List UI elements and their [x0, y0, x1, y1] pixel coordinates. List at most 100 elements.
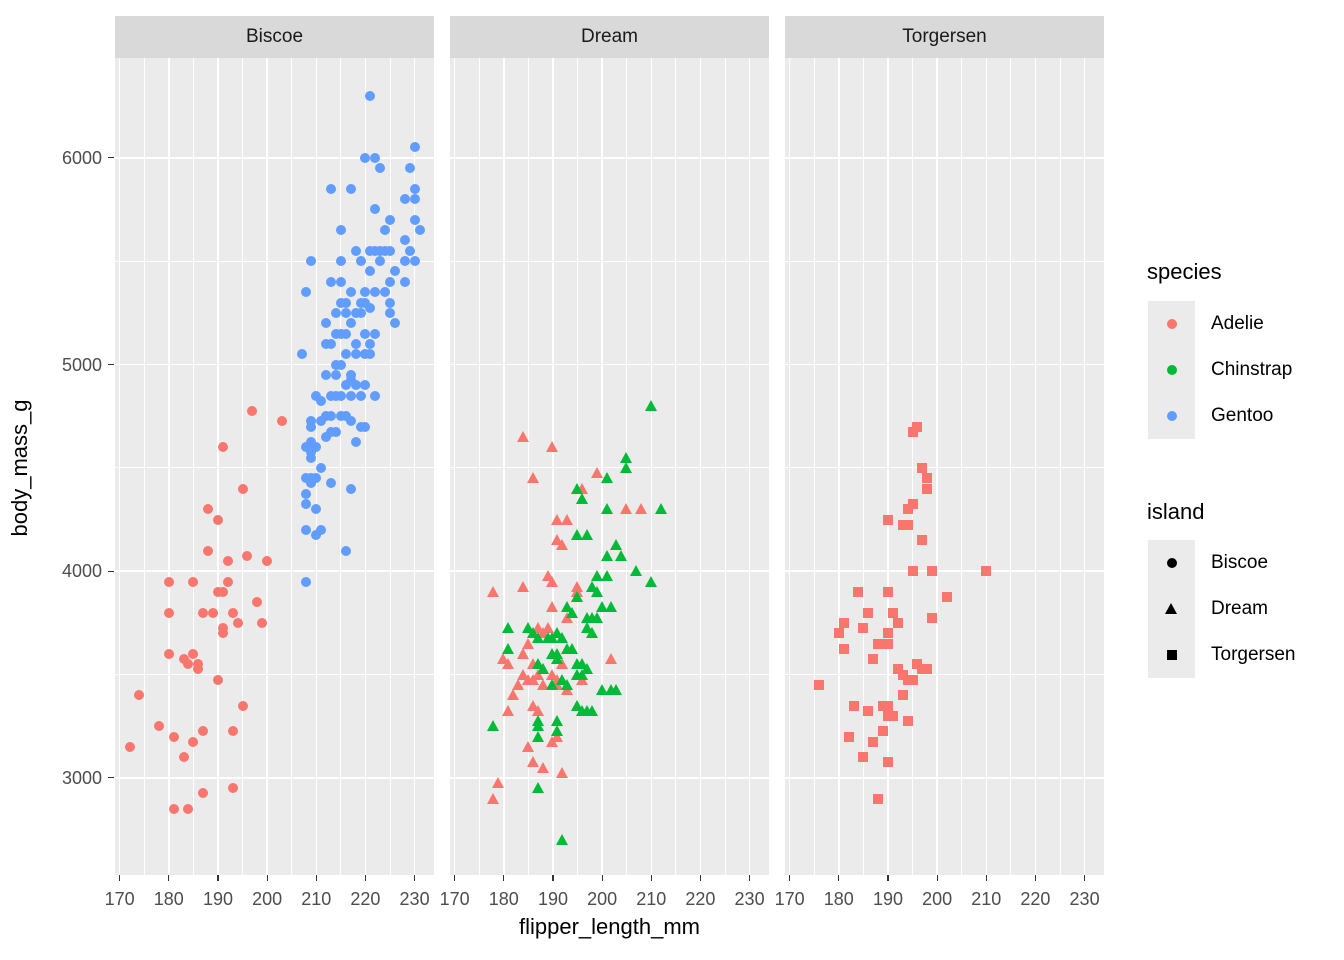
gridline-minor-h — [785, 260, 1104, 262]
gridline-major-v — [503, 58, 505, 875]
data-point-chinstrap — [600, 503, 613, 515]
x-tick-mark — [789, 875, 791, 881]
data-point-gentoo — [350, 245, 361, 256]
x-tick-mark — [887, 875, 889, 881]
data-point-gentoo — [326, 411, 337, 422]
data-point-gentoo — [360, 297, 371, 308]
data-point-chinstrap — [620, 461, 633, 473]
data-point-adelie — [882, 700, 893, 711]
data-point-adelie — [507, 689, 520, 701]
data-point-adelie — [212, 674, 223, 685]
data-point-gentoo — [335, 276, 346, 287]
data-point-chinstrap — [585, 627, 598, 639]
data-point-chinstrap — [502, 642, 515, 654]
data-point-chinstrap — [487, 720, 500, 732]
x-tick-mark — [454, 875, 456, 881]
data-point-chinstrap — [556, 632, 569, 644]
data-point-chinstrap — [590, 611, 603, 623]
data-point-chinstrap — [644, 575, 657, 587]
data-point-gentoo — [301, 442, 312, 453]
x-tick-mark — [119, 875, 121, 881]
data-point-gentoo — [306, 447, 317, 458]
data-point-adelie — [922, 664, 933, 675]
data-point-gentoo — [409, 142, 420, 153]
data-point-adelie — [492, 777, 505, 789]
gridline-major-v — [453, 58, 456, 875]
x-tick-mark — [217, 875, 219, 881]
data-point-adelie — [620, 503, 633, 515]
data-point-adelie — [188, 648, 199, 659]
gridline-major-v — [601, 58, 603, 875]
data-point-gentoo — [404, 245, 415, 256]
data-point-adelie — [892, 664, 903, 675]
x-tick-label: 200 — [922, 889, 953, 909]
data-point-gentoo — [345, 390, 356, 401]
gridline-major-v — [887, 58, 889, 875]
data-point-adelie — [178, 752, 189, 763]
data-point-adelie — [907, 674, 918, 685]
gridline-major-v — [650, 58, 653, 875]
x-tick-mark — [699, 875, 702, 881]
data-point-gentoo — [365, 338, 376, 349]
facet-strip: Torgersen — [785, 16, 1104, 58]
data-point-gentoo — [414, 225, 425, 236]
y-tick-label: 3000 — [61, 767, 102, 788]
data-point-adelie — [902, 519, 913, 530]
data-point-adelie — [262, 555, 273, 566]
gridline-major-v — [217, 58, 219, 875]
data-point-gentoo — [345, 416, 356, 427]
x-tick-mark — [1083, 875, 1086, 881]
data-point-chinstrap — [571, 529, 584, 540]
gridline-minor-h — [785, 467, 1104, 469]
y-tick-mark — [108, 157, 114, 159]
data-point-gentoo — [355, 390, 366, 401]
gridline-minor-v — [478, 58, 480, 875]
data-point-gentoo — [311, 530, 322, 540]
facet-strip: Biscoe — [115, 16, 434, 58]
data-point-adelie — [163, 576, 174, 587]
data-point-gentoo — [330, 426, 341, 437]
gridline-major-h — [115, 570, 434, 572]
x-tick-mark — [748, 875, 751, 881]
data-point-gentoo — [330, 369, 341, 380]
facet-panel — [785, 58, 1104, 875]
gridline-minor-v — [389, 58, 391, 875]
data-point-chinstrap — [585, 704, 598, 716]
data-point-adelie — [227, 783, 238, 794]
data-point-adelie — [838, 643, 849, 654]
data-point-adelie — [863, 705, 874, 716]
data-point-gentoo — [360, 380, 371, 391]
data-point-gentoo — [360, 287, 371, 298]
data-point-adelie — [516, 647, 529, 659]
data-point-chinstrap — [610, 684, 623, 696]
x-tick-mark — [601, 875, 603, 881]
x-tick-mark — [1034, 875, 1037, 881]
data-point-gentoo — [355, 256, 366, 267]
data-point-adelie — [833, 628, 844, 639]
data-point-gentoo — [399, 235, 410, 246]
data-point-adelie — [922, 473, 933, 484]
data-point-gentoo — [365, 266, 376, 277]
data-point-adelie — [188, 576, 199, 587]
data-point-gentoo — [316, 462, 327, 473]
data-point-adelie — [168, 803, 179, 814]
data-point-gentoo — [345, 318, 356, 329]
data-point-adelie — [217, 628, 228, 639]
gridline-minor-h — [115, 260, 434, 262]
data-point-chinstrap — [595, 601, 608, 613]
data-point-adelie — [208, 607, 219, 618]
data-point-adelie — [536, 678, 549, 690]
gridline-major-h — [785, 570, 1104, 572]
facet-strip: Dream — [450, 16, 769, 58]
data-point-adelie — [882, 638, 893, 649]
gridline-minor-v — [724, 58, 726, 875]
data-point-gentoo — [345, 369, 356, 380]
gridline-major-v — [364, 58, 367, 875]
y-axis-title: body_mass_g — [7, 399, 32, 537]
data-point-gentoo — [340, 307, 351, 318]
data-point-chinstrap — [546, 678, 559, 690]
data-point-gentoo — [370, 287, 381, 298]
x-tick-label: 200 — [587, 889, 618, 909]
gridline-major-v — [985, 58, 988, 875]
x-tick-mark — [503, 875, 505, 881]
